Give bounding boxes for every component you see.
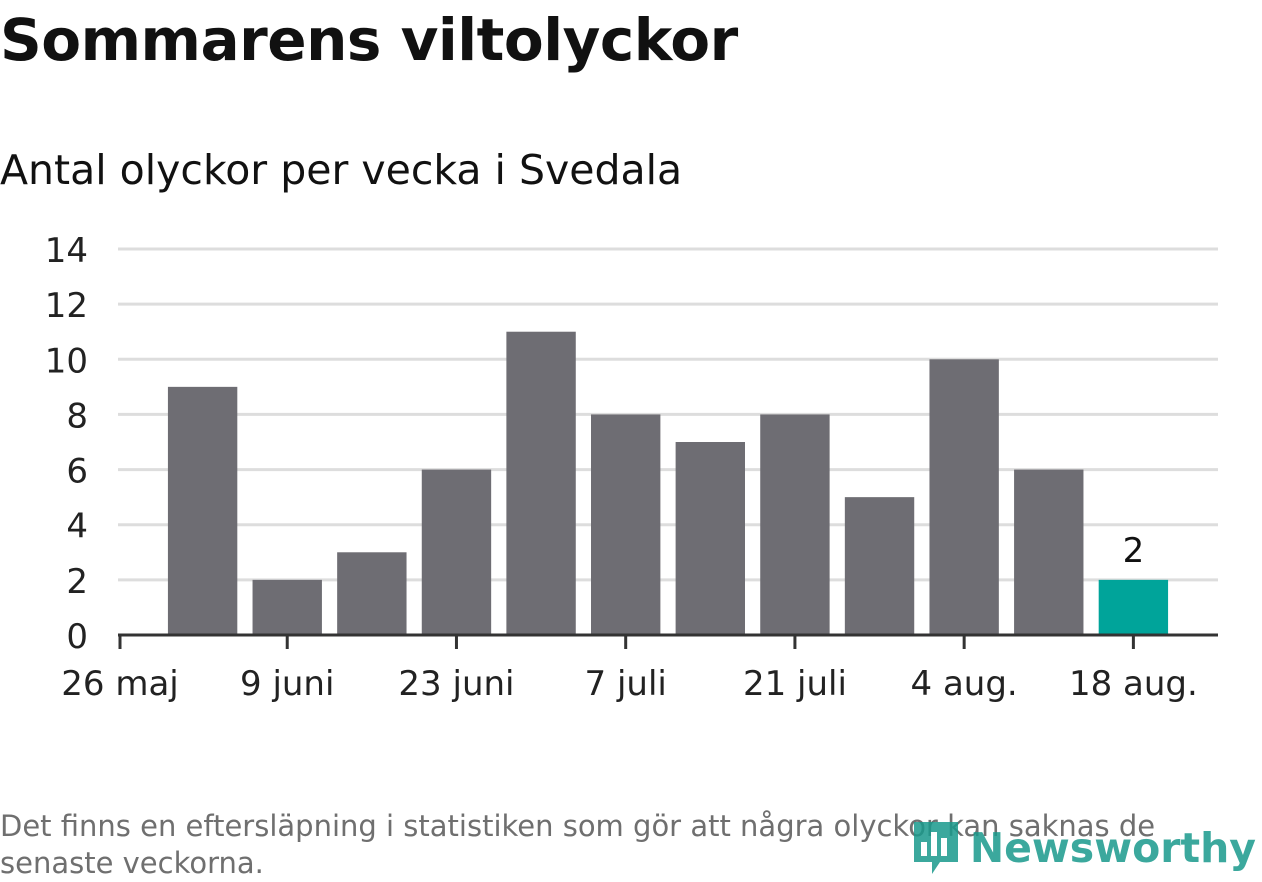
x-tick-label: 9 juni (240, 664, 334, 704)
brand-logo: Newsworthy (910, 818, 1256, 878)
x-tick-label: 23 juni (398, 664, 514, 704)
bar (506, 331, 576, 635)
chart-subtitle: Antal olyckor per vecka i Svedala (0, 146, 683, 194)
y-tick-label: 8 (66, 396, 88, 436)
x-tick-label: 4 aug. (911, 664, 1018, 704)
x-tick-label: 7 juli (585, 664, 667, 704)
bar (167, 386, 238, 635)
bar (1098, 579, 1169, 635)
bar (591, 414, 661, 635)
brand-name: Newsworthy (969, 824, 1256, 872)
data-label: 2 (1123, 531, 1145, 571)
bar (252, 579, 322, 635)
y-tick-label: 14 (45, 231, 88, 271)
footnote: Det finns en eftersläpning i statistiken… (0, 809, 1156, 880)
bar (1014, 469, 1084, 635)
y-tick-label: 6 (66, 452, 88, 492)
y-tick-label: 12 (45, 286, 88, 326)
x-tick-label: 21 juli (743, 664, 847, 704)
bar (929, 359, 999, 635)
x-tick-label: 18 aug. (1069, 664, 1198, 704)
x-tick-label: 26 maj (61, 664, 178, 704)
y-tick-label: 2 (66, 562, 88, 602)
bar (675, 442, 745, 635)
bar (844, 497, 915, 635)
y-tick-label: 4 (66, 507, 88, 547)
bar (421, 469, 492, 635)
chart-title: Sommarens viltolyckor (0, 6, 738, 74)
y-tick-label: 10 (45, 341, 88, 381)
bar (337, 552, 407, 635)
bar (760, 414, 830, 635)
newsworthy-logo-icon (913, 822, 958, 874)
y-tick-label: 0 (66, 617, 88, 657)
